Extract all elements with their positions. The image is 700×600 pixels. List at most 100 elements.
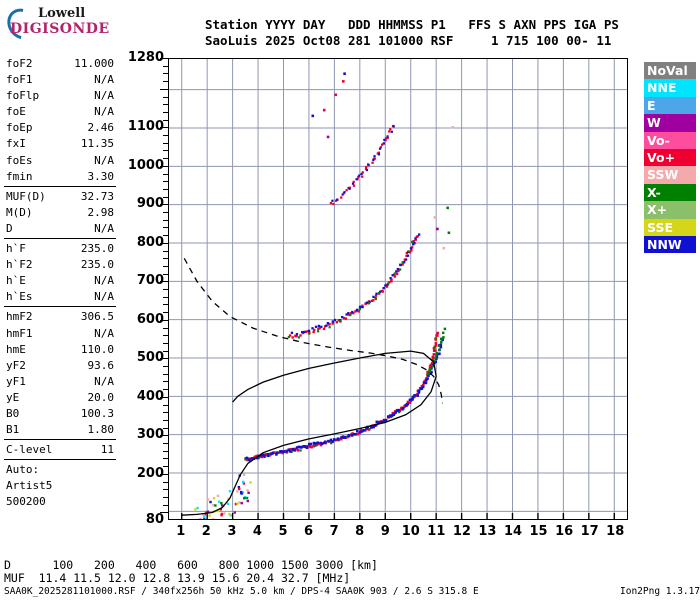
legend-item-nnw[interactable]: NNW — [644, 235, 696, 254]
y-major-tick — [160, 435, 168, 437]
param-footer-text: Auto: — [6, 463, 40, 477]
legend-item-vo[interactable]: Vo- — [644, 131, 696, 149]
echo-point — [229, 514, 232, 517]
echo-point — [203, 513, 207, 516]
legend-item-ssw[interactable]: SSW — [644, 166, 696, 184]
param-value: 2.98 — [87, 205, 115, 219]
y-minor-tick — [163, 73, 168, 75]
y-minor-tick — [163, 181, 168, 183]
y-major-tick — [160, 396, 168, 398]
x-axis-tick-label: 10 — [401, 524, 420, 539]
echo-point — [216, 509, 220, 513]
param-row-clevel: C-level 11 — [4, 442, 116, 458]
y-minor-tick — [163, 350, 168, 352]
ionogram-plot-area[interactable] — [168, 58, 628, 520]
echo-point — [236, 502, 239, 505]
param-footer-text: 500200 — [6, 495, 46, 509]
y-minor-tick — [163, 135, 168, 136]
param-row-b1: B1 1.80 — [4, 422, 116, 438]
param-row-fmin: fmin 3.30 — [4, 169, 116, 185]
echo-point — [196, 506, 199, 510]
echo-point — [243, 496, 246, 500]
echo-point — [241, 480, 245, 484]
param-value: 11.35 — [80, 137, 114, 151]
echo-point — [228, 512, 231, 516]
polarization-direction-legend: NoVal NNE E W Vo- Vo+ SSW X- X+ SSE NNW — [644, 62, 696, 254]
legend-item-w[interactable]: W — [644, 114, 696, 132]
y-minor-tick — [163, 296, 168, 298]
echo-point — [240, 501, 243, 505]
echo-point — [236, 490, 239, 493]
y-minor-tick — [163, 366, 168, 367]
param-row-d: D N/A — [4, 221, 116, 237]
echo-point — [239, 490, 243, 494]
param-value: 235.0 — [80, 242, 114, 256]
logo-line-digisonde: DIGISONDE — [10, 21, 110, 37]
echo-point — [249, 481, 252, 484]
param-value: 306.5 — [80, 310, 114, 324]
echo-point — [214, 504, 217, 507]
y-major-tick — [160, 127, 168, 129]
footer-muf-row: MUF 11.4 11.5 12.0 12.8 13.9 15.6 20.4 3… — [4, 571, 351, 585]
param-value: N/A — [94, 73, 114, 87]
echo-point — [247, 491, 250, 494]
param-value: 32.73 — [80, 189, 114, 203]
param-row-yf2: yF2 93.6 — [4, 358, 116, 374]
legend-item-noval[interactable]: NoVal — [644, 62, 696, 80]
footer-file-info: SAA0K_2025281101000.RSF / 340fx256h 50 k… — [4, 586, 479, 597]
param-divider — [4, 439, 116, 441]
param-row-foep: foEp 2.46 — [4, 120, 116, 136]
legend-item-nne[interactable]: NNE — [644, 79, 696, 97]
y-minor-tick — [163, 265, 168, 267]
y-minor-tick — [163, 188, 168, 190]
param-value: N/A — [94, 290, 114, 304]
x-axis-tick-label: 12 — [452, 524, 471, 539]
y-minor-tick — [163, 427, 168, 429]
x-axis-tick-label: 5 — [278, 524, 288, 539]
param-key: fmin — [6, 169, 33, 183]
plot-data-traces — [181, 72, 455, 519]
y-axis-tick-label: 500 — [136, 350, 164, 366]
param-key: hmF1 — [6, 326, 33, 340]
legend-item-x[interactable]: X- — [644, 183, 696, 202]
stray-echo-point — [334, 93, 337, 97]
y-minor-tick — [163, 373, 168, 375]
y-minor-tick — [163, 342, 168, 344]
echo-point — [212, 497, 216, 500]
y-minor-tick — [163, 258, 168, 260]
y-major-tick — [160, 242, 168, 244]
y-major-tick — [160, 319, 168, 321]
param-divider — [4, 306, 116, 308]
param-key: MUF(D) — [6, 189, 46, 203]
footer-version: Ion2Png 1.3.17 — [620, 586, 700, 597]
logo-line-lowell: Lowell — [38, 6, 86, 21]
param-row-he: h`E N/A — [4, 273, 116, 289]
legend-item-e[interactable]: E — [644, 96, 696, 115]
param-value: N/A — [94, 326, 114, 340]
param-row-b0: B0 100.3 — [4, 406, 116, 422]
y-major-tick — [160, 281, 168, 283]
y-minor-tick — [163, 250, 168, 252]
param-row-hf2: h`F2 235.0 — [4, 257, 116, 273]
legend-item-vo[interactable]: Vo+ — [644, 148, 696, 167]
y-major-tick — [160, 473, 168, 475]
y-major-tick — [160, 358, 168, 360]
param-row-hme: hmE 110.0 — [4, 342, 116, 358]
x-axis-tick-label: 7 — [329, 524, 339, 539]
echo-point — [238, 501, 241, 504]
param-row-foe: foE N/A — [4, 104, 116, 120]
param-key: fxI — [6, 137, 26, 151]
stray-echo-point — [342, 80, 345, 83]
x-axis-tick-label: 2 — [201, 524, 211, 539]
echo-point — [219, 508, 223, 511]
y-minor-tick — [163, 450, 168, 452]
legend-item-sse[interactable]: SSE — [644, 218, 696, 236]
echo-point — [212, 503, 215, 507]
y-minor-tick — [163, 304, 168, 306]
station-header-labels: Station YYYY DAY DDD HHMMSS P1 FFS S AXN… — [205, 17, 619, 32]
param-row-mufd: MUF(D) 32.73 — [4, 189, 116, 205]
y-axis-tick-label: 1100 — [127, 119, 164, 135]
y-major-tick — [160, 165, 168, 167]
legend-item-x[interactable]: X+ — [644, 201, 696, 219]
y-minor-tick — [163, 65, 168, 67]
